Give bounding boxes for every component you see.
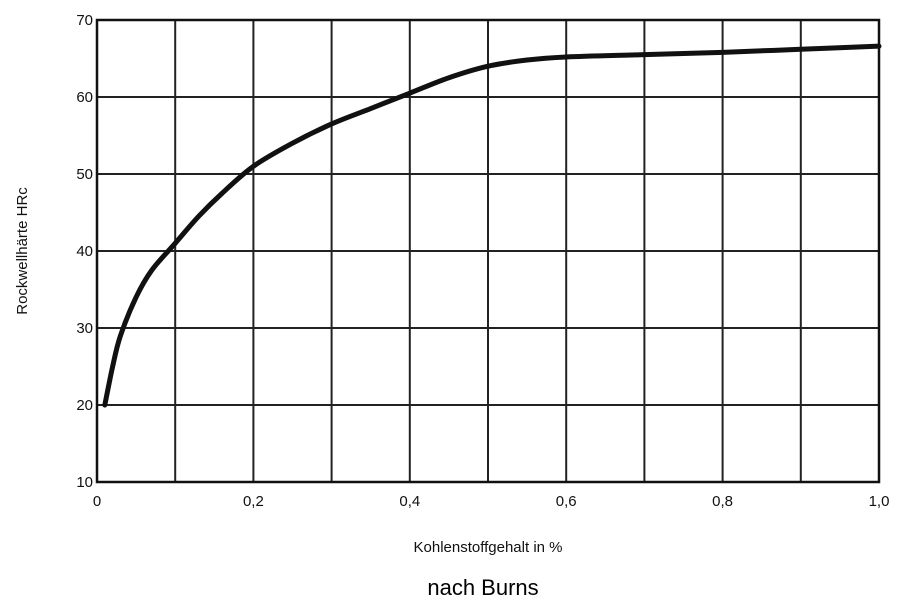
grid (97, 20, 879, 482)
data-point (197, 214, 201, 218)
data-point (721, 50, 725, 54)
data-point (220, 191, 224, 195)
source-note: nach Burns (427, 575, 538, 600)
x-axis-label: Kohlenstoffgehalt in % (414, 539, 563, 556)
x-tick-label: 1,0 (869, 493, 890, 510)
data-points (103, 44, 881, 407)
data-point (525, 58, 529, 62)
data-point (877, 44, 881, 48)
data-point (251, 164, 255, 168)
y-tick-label: 30 (76, 320, 93, 337)
x-tick-label: 0,2 (243, 493, 264, 510)
y-tick-label: 40 (76, 243, 93, 260)
series-line (102, 43, 882, 408)
x-tick-label: 0,8 (712, 493, 733, 510)
data-point (150, 268, 154, 272)
data-point (408, 91, 412, 95)
data-point (447, 76, 451, 80)
x-tick-label: 0 (93, 493, 101, 510)
data-point (118, 334, 122, 338)
data-point (291, 141, 294, 145)
y-axis-ticks: 10 20 30 40 50 60 70 (76, 12, 93, 491)
x-tick-label: 0,6 (556, 493, 577, 510)
x-axis-ticks: 0 0,2 0,4 0,6 0,8 1,0 (93, 493, 890, 510)
data-point (799, 47, 803, 51)
data-point (330, 122, 334, 126)
plot-frame (95, 18, 881, 484)
data-point (173, 241, 177, 245)
y-axis-label: Rockwellhärte HRc (14, 187, 31, 315)
data-point (103, 403, 107, 407)
x-tick-label: 0,4 (399, 493, 420, 510)
data-point (369, 107, 373, 111)
y-tick-label: 60 (76, 89, 93, 106)
data-point (486, 64, 490, 68)
data-point (564, 55, 568, 59)
data-point (134, 295, 138, 299)
y-tick-label: 70 (76, 12, 93, 29)
data-point (111, 365, 115, 368)
data-point (642, 53, 646, 57)
y-tick-label: 50 (76, 166, 93, 183)
y-tick-label: 10 (76, 474, 93, 491)
y-tick-label: 20 (76, 397, 93, 414)
